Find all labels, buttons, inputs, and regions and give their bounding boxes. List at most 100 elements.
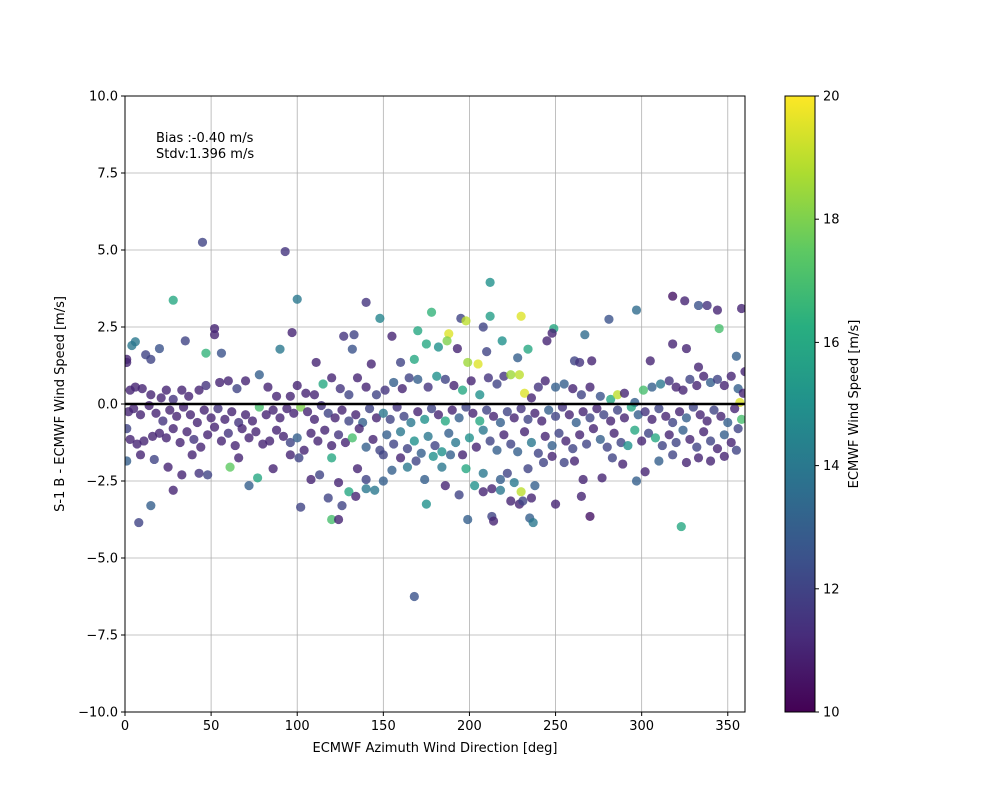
data-point — [244, 433, 254, 443]
data-point — [206, 413, 216, 423]
data-point — [702, 300, 712, 311]
data-point — [571, 417, 581, 428]
data-point — [201, 380, 211, 391]
data-point — [216, 436, 227, 446]
data-point — [149, 454, 159, 465]
data-point — [225, 462, 235, 472]
data-point — [375, 313, 385, 323]
colorbar-tick-label: 12 — [823, 582, 840, 597]
data-point — [194, 468, 204, 478]
data-point — [158, 416, 168, 426]
data-point — [656, 379, 666, 389]
data-point — [519, 388, 530, 398]
data-point — [361, 474, 371, 485]
data-point — [172, 411, 182, 421]
data-point — [361, 442, 371, 452]
data-point — [201, 348, 211, 358]
data-point — [309, 390, 320, 400]
data-point — [714, 323, 724, 334]
data-point — [712, 374, 723, 384]
data-point — [261, 410, 271, 420]
data-point — [364, 404, 375, 414]
data-point — [309, 414, 320, 424]
data-point — [426, 404, 437, 414]
data-point — [380, 385, 390, 395]
data-point — [413, 374, 423, 384]
data-point — [330, 413, 340, 423]
data-point — [137, 384, 147, 394]
data-point — [668, 450, 678, 460]
data-point — [168, 485, 178, 495]
data-point — [606, 416, 616, 426]
data-point — [530, 408, 540, 418]
data-point — [209, 330, 220, 340]
data-point — [268, 405, 278, 415]
data-point — [306, 474, 316, 485]
data-point — [327, 373, 337, 383]
y-tick-label: −7.5 — [86, 629, 118, 644]
data-point — [473, 359, 483, 369]
data-point — [413, 407, 423, 417]
data-point — [452, 343, 462, 354]
colorbar-tick-label: 10 — [823, 706, 840, 721]
data-point — [192, 417, 202, 428]
data-point — [731, 445, 741, 455]
data-point — [154, 428, 165, 438]
data-point — [185, 410, 196, 420]
data-point — [275, 413, 285, 423]
y-tick-label: 5.0 — [97, 244, 118, 259]
data-point — [599, 410, 609, 420]
data-point — [161, 433, 171, 443]
data-point — [282, 404, 292, 414]
data-point — [125, 456, 132, 466]
data-point — [432, 371, 442, 381]
data-point — [413, 326, 423, 336]
data-point — [578, 407, 588, 417]
data-point — [445, 450, 456, 460]
data-point — [668, 417, 678, 428]
data-point — [726, 371, 736, 381]
data-point — [483, 373, 493, 383]
data-point — [631, 305, 642, 315]
data-point — [678, 425, 688, 435]
data-point — [247, 416, 258, 426]
data-point — [333, 477, 344, 488]
y-tick-label: −10.0 — [78, 706, 118, 721]
data-point — [544, 405, 554, 415]
data-point — [699, 427, 709, 437]
data-point — [285, 450, 295, 460]
data-point — [227, 407, 237, 417]
data-point — [692, 442, 702, 452]
data-point — [223, 428, 233, 438]
data-point — [268, 464, 278, 474]
x-tick-label: 0 — [121, 719, 129, 734]
data-point — [475, 416, 485, 426]
data-point — [705, 456, 716, 466]
data-point — [633, 410, 643, 420]
data-point — [428, 451, 438, 461]
data-point — [668, 339, 678, 349]
data-point — [597, 473, 607, 483]
data-point — [442, 336, 452, 346]
data-point — [237, 424, 247, 434]
data-point — [180, 336, 190, 346]
data-point — [712, 305, 723, 315]
data-point — [587, 356, 597, 366]
data-point — [475, 390, 485, 400]
data-point — [437, 462, 447, 472]
data-point — [406, 417, 416, 428]
data-point — [378, 476, 388, 486]
data-point — [509, 477, 519, 488]
data-point — [540, 431, 550, 441]
data-point — [736, 303, 745, 314]
data-point — [564, 410, 574, 420]
data-point — [423, 431, 433, 441]
y-tick-label: −5.0 — [86, 552, 118, 567]
data-point — [723, 417, 733, 428]
data-point — [487, 484, 497, 494]
data-point — [661, 411, 671, 421]
bias-annotation: Bias :-0.40 m/s — [156, 131, 254, 146]
data-point — [447, 405, 457, 415]
data-point — [731, 351, 741, 361]
data-point — [576, 491, 586, 501]
